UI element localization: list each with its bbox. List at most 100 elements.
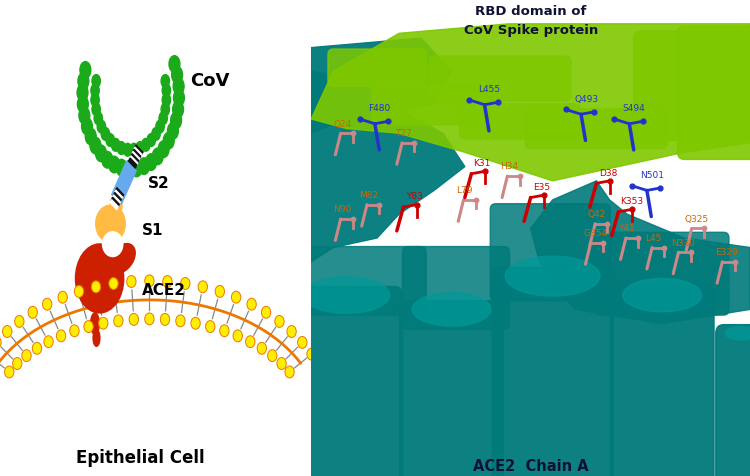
Ellipse shape [198,281,208,293]
Text: N501: N501 [640,171,664,180]
Ellipse shape [232,291,241,303]
Text: E329: E329 [715,248,738,257]
Polygon shape [134,147,142,157]
Ellipse shape [307,348,316,360]
Circle shape [162,84,170,97]
Ellipse shape [413,293,491,326]
Text: T27: T27 [394,129,411,138]
Ellipse shape [215,286,224,298]
Ellipse shape [76,244,124,313]
Text: H34: H34 [500,162,518,171]
Point [632,234,644,242]
Point [347,129,359,137]
Text: Y41: Y41 [618,224,635,233]
Ellipse shape [32,342,42,354]
FancyBboxPatch shape [716,325,750,476]
Ellipse shape [506,256,600,296]
FancyBboxPatch shape [400,301,503,476]
Circle shape [86,128,96,145]
Circle shape [142,139,150,151]
Polygon shape [113,192,122,203]
Circle shape [116,159,127,176]
Circle shape [124,143,132,156]
Text: S1: S1 [142,223,163,238]
Point [514,172,526,180]
Polygon shape [134,145,142,155]
Ellipse shape [74,286,84,298]
Circle shape [91,94,99,107]
Text: K353: K353 [620,197,644,206]
Ellipse shape [725,327,750,340]
Circle shape [79,107,90,124]
Text: ACE2: ACE2 [142,283,185,298]
Point [626,182,638,189]
FancyBboxPatch shape [596,232,729,315]
Point [654,184,666,192]
Circle shape [161,75,170,88]
Circle shape [92,75,100,88]
Circle shape [158,141,169,158]
Polygon shape [116,188,124,198]
Circle shape [159,112,167,125]
Text: K31: K31 [473,159,491,168]
Circle shape [169,56,180,72]
Ellipse shape [28,307,38,318]
Ellipse shape [233,330,242,342]
Circle shape [131,160,142,177]
Circle shape [78,73,88,89]
Point [597,239,609,247]
Circle shape [117,142,126,155]
Ellipse shape [262,307,271,318]
Point [626,206,638,213]
Ellipse shape [127,276,136,288]
FancyBboxPatch shape [634,31,750,140]
FancyBboxPatch shape [403,247,509,329]
Ellipse shape [43,298,52,310]
Ellipse shape [58,291,68,303]
Circle shape [112,139,120,151]
Circle shape [90,137,101,154]
Point [464,96,476,104]
Circle shape [91,84,99,97]
Point [608,115,620,123]
Ellipse shape [84,321,93,333]
Text: E35: E35 [532,183,550,192]
Polygon shape [531,181,750,324]
FancyBboxPatch shape [492,268,613,476]
Ellipse shape [70,325,79,337]
Circle shape [156,120,164,133]
Text: M82: M82 [359,191,379,200]
Ellipse shape [91,313,99,334]
Ellipse shape [298,337,307,348]
Circle shape [92,103,100,116]
Text: D38: D38 [598,169,617,178]
Text: L45: L45 [645,234,661,243]
Text: N330: N330 [671,238,695,248]
Polygon shape [131,151,140,161]
Ellipse shape [96,205,125,242]
Ellipse shape [274,316,284,327]
Ellipse shape [109,278,118,289]
Ellipse shape [247,298,256,310]
Ellipse shape [92,281,100,293]
Text: Epithelial Cell: Epithelial Cell [76,449,204,467]
Circle shape [77,84,88,101]
Text: L79: L79 [456,186,472,195]
Circle shape [147,134,155,147]
Ellipse shape [114,315,123,327]
FancyBboxPatch shape [677,26,750,159]
Point [410,201,422,208]
Point [492,99,504,106]
Point [382,118,394,125]
Polygon shape [114,190,122,200]
Point [478,168,490,175]
Text: CoV Spike protein: CoV Spike protein [464,24,598,38]
Polygon shape [112,195,120,205]
Circle shape [164,132,174,149]
Circle shape [136,142,144,155]
Text: CoV: CoV [190,72,230,90]
Point [658,244,670,251]
Ellipse shape [277,357,286,369]
Ellipse shape [129,314,139,326]
Ellipse shape [206,321,215,333]
